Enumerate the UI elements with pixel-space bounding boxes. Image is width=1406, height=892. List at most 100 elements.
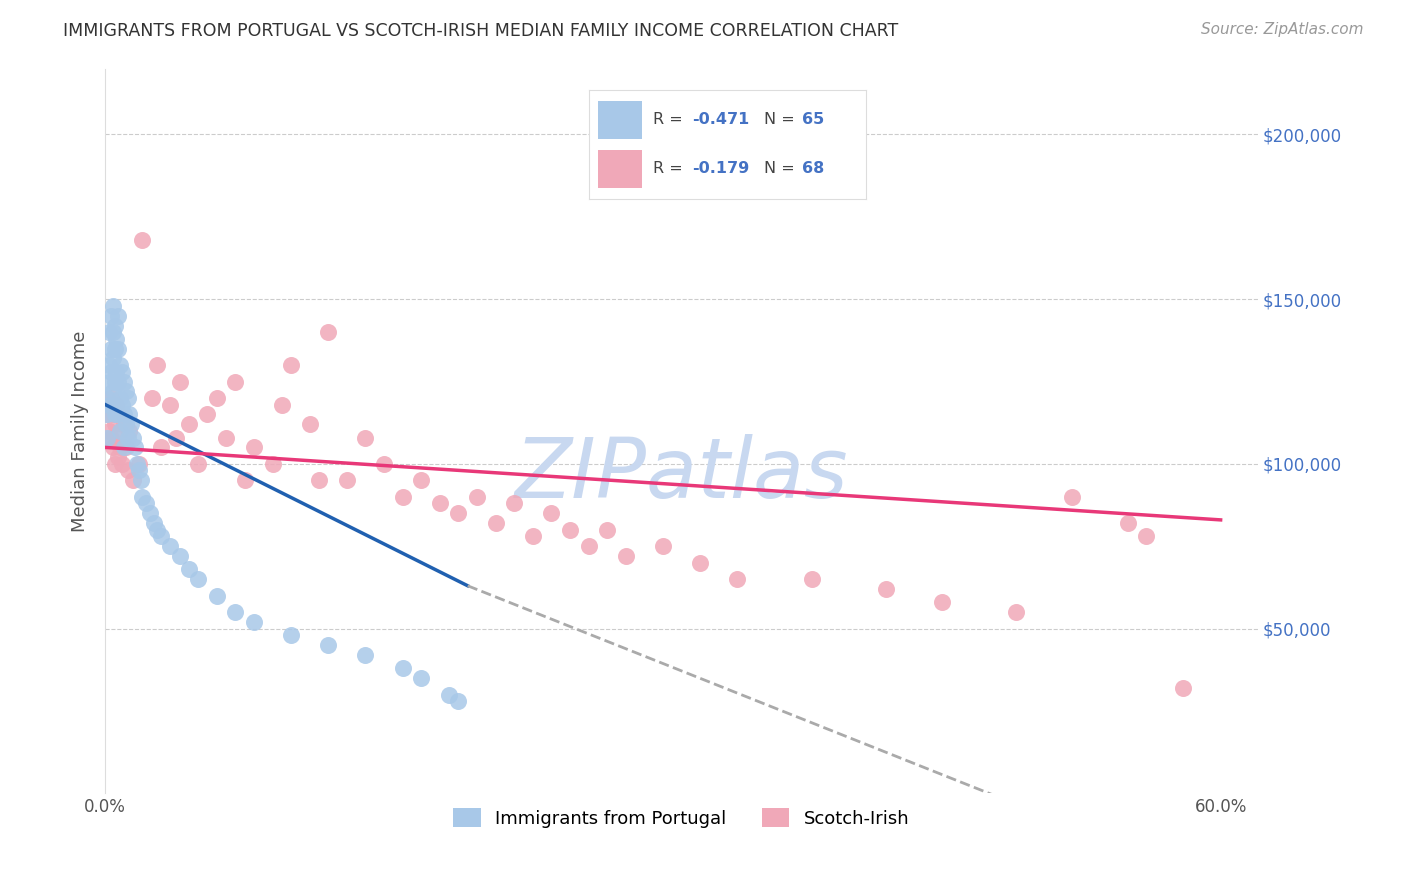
Point — [108, 391, 131, 405]
Point — [117, 430, 139, 444]
Point — [725, 572, 748, 586]
Point — [112, 375, 135, 389]
Point — [197, 408, 219, 422]
Point — [503, 496, 526, 510]
Point — [131, 490, 153, 504]
Point — [373, 457, 395, 471]
Point — [101, 441, 124, 455]
Point — [108, 441, 131, 455]
Point — [103, 417, 125, 432]
Y-axis label: Median Family Income: Median Family Income — [72, 330, 89, 532]
Point — [112, 441, 135, 455]
Point — [429, 496, 451, 510]
Point — [280, 358, 302, 372]
Point — [111, 398, 134, 412]
Point — [177, 562, 200, 576]
Point — [114, 384, 136, 399]
Point — [128, 463, 150, 477]
Point — [97, 375, 120, 389]
Point — [1173, 681, 1195, 695]
Point — [308, 474, 330, 488]
Point — [101, 325, 124, 339]
Point — [122, 474, 145, 488]
Point — [96, 408, 118, 422]
Point — [270, 398, 292, 412]
Point — [120, 417, 142, 432]
Point — [105, 365, 128, 379]
Point — [105, 332, 128, 346]
Point — [316, 638, 339, 652]
Point — [96, 391, 118, 405]
Point — [100, 430, 122, 444]
Point — [205, 589, 228, 603]
Point — [651, 539, 673, 553]
Point — [614, 549, 637, 563]
Point — [875, 582, 897, 596]
Point — [97, 398, 120, 412]
Point — [101, 384, 124, 399]
Point — [101, 351, 124, 366]
Point — [105, 430, 128, 444]
Point — [139, 506, 162, 520]
Point — [105, 398, 128, 412]
Text: Source: ZipAtlas.com: Source: ZipAtlas.com — [1201, 22, 1364, 37]
Point — [118, 424, 141, 438]
Point — [108, 424, 131, 438]
Point — [243, 615, 266, 629]
Point — [101, 408, 124, 422]
Text: ZIPatlas: ZIPatlas — [515, 434, 848, 515]
Point — [1060, 490, 1083, 504]
Point — [522, 529, 544, 543]
Point — [114, 417, 136, 432]
Point — [107, 342, 129, 356]
Point — [100, 365, 122, 379]
Point — [118, 408, 141, 422]
Point — [298, 417, 321, 432]
Point — [103, 318, 125, 333]
Point — [354, 648, 377, 662]
Point — [107, 450, 129, 465]
Legend: Immigrants from Portugal, Scotch-Irish: Immigrants from Portugal, Scotch-Irish — [446, 801, 917, 835]
Point — [100, 342, 122, 356]
Point — [484, 516, 506, 531]
Point — [800, 572, 823, 586]
Point — [103, 342, 125, 356]
Point — [336, 474, 359, 488]
Point — [103, 375, 125, 389]
Point — [114, 441, 136, 455]
Point — [243, 441, 266, 455]
Point — [112, 408, 135, 422]
Point — [122, 430, 145, 444]
Point — [159, 539, 181, 553]
Point — [159, 398, 181, 412]
Point — [187, 572, 209, 586]
Point — [129, 474, 152, 488]
Point — [280, 628, 302, 642]
Text: IMMIGRANTS FROM PORTUGAL VS SCOTCH-IRISH MEDIAN FAMILY INCOME CORRELATION CHART: IMMIGRANTS FROM PORTUGAL VS SCOTCH-IRISH… — [63, 22, 898, 40]
Point — [262, 457, 284, 471]
Point — [149, 529, 172, 543]
Point — [540, 506, 562, 520]
Point — [107, 375, 129, 389]
Point — [96, 408, 118, 422]
Point — [124, 441, 146, 455]
Point — [103, 457, 125, 471]
Point — [411, 474, 433, 488]
Point — [117, 463, 139, 477]
Point — [165, 430, 187, 444]
Point — [142, 516, 165, 531]
Point — [125, 457, 148, 471]
Point — [391, 490, 413, 504]
Point — [96, 430, 118, 444]
Point — [97, 325, 120, 339]
Point — [1135, 529, 1157, 543]
Point — [465, 490, 488, 504]
Point — [411, 671, 433, 685]
Point — [100, 391, 122, 405]
Point — [112, 417, 135, 432]
Point — [391, 661, 413, 675]
Point — [111, 457, 134, 471]
Point — [117, 391, 139, 405]
Point — [215, 430, 238, 444]
Point — [596, 523, 619, 537]
